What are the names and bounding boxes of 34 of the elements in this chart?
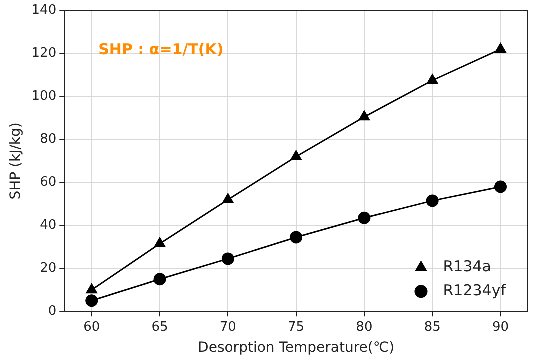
y-tick-label: 60 (40, 175, 57, 190)
point (358, 212, 371, 224)
x-tick-label: 90 (492, 320, 510, 335)
point (222, 252, 234, 266)
x-tick-label: 65 (152, 320, 168, 335)
legend-label: R1234yf (443, 281, 507, 300)
point (222, 194, 234, 204)
point (494, 180, 507, 194)
y-tick-label: 140 (32, 3, 57, 18)
point (427, 74, 438, 84)
x-tick-label: 80 (356, 320, 373, 335)
point (358, 110, 370, 121)
legend-label: R134a (443, 257, 492, 276)
point (154, 273, 166, 286)
y-tick-label: 100 (32, 89, 57, 104)
x-tick-label: 75 (288, 320, 305, 335)
x-axis-title: Desorption Temperature(℃) (198, 340, 395, 356)
y-axis-title: SHP (kJ/kg) (8, 122, 24, 200)
point (495, 43, 506, 53)
point (426, 194, 439, 208)
y-tick-label: 40 (40, 218, 57, 234)
x-tick-label: 60 (84, 320, 100, 335)
y-tick-label: 20 (40, 261, 57, 276)
y-tick-label: 0 (48, 304, 57, 319)
point (290, 150, 302, 160)
y-tick-label: 80 (40, 132, 57, 148)
point (154, 238, 166, 248)
point (86, 294, 98, 308)
x-tick-label: 70 (220, 320, 236, 335)
annotation: SHP : α=1/T(K) (98, 40, 224, 59)
point (290, 231, 303, 244)
y-tick-label: 120 (32, 46, 57, 62)
point (86, 284, 98, 294)
x-tick-label: 85 (424, 320, 441, 335)
